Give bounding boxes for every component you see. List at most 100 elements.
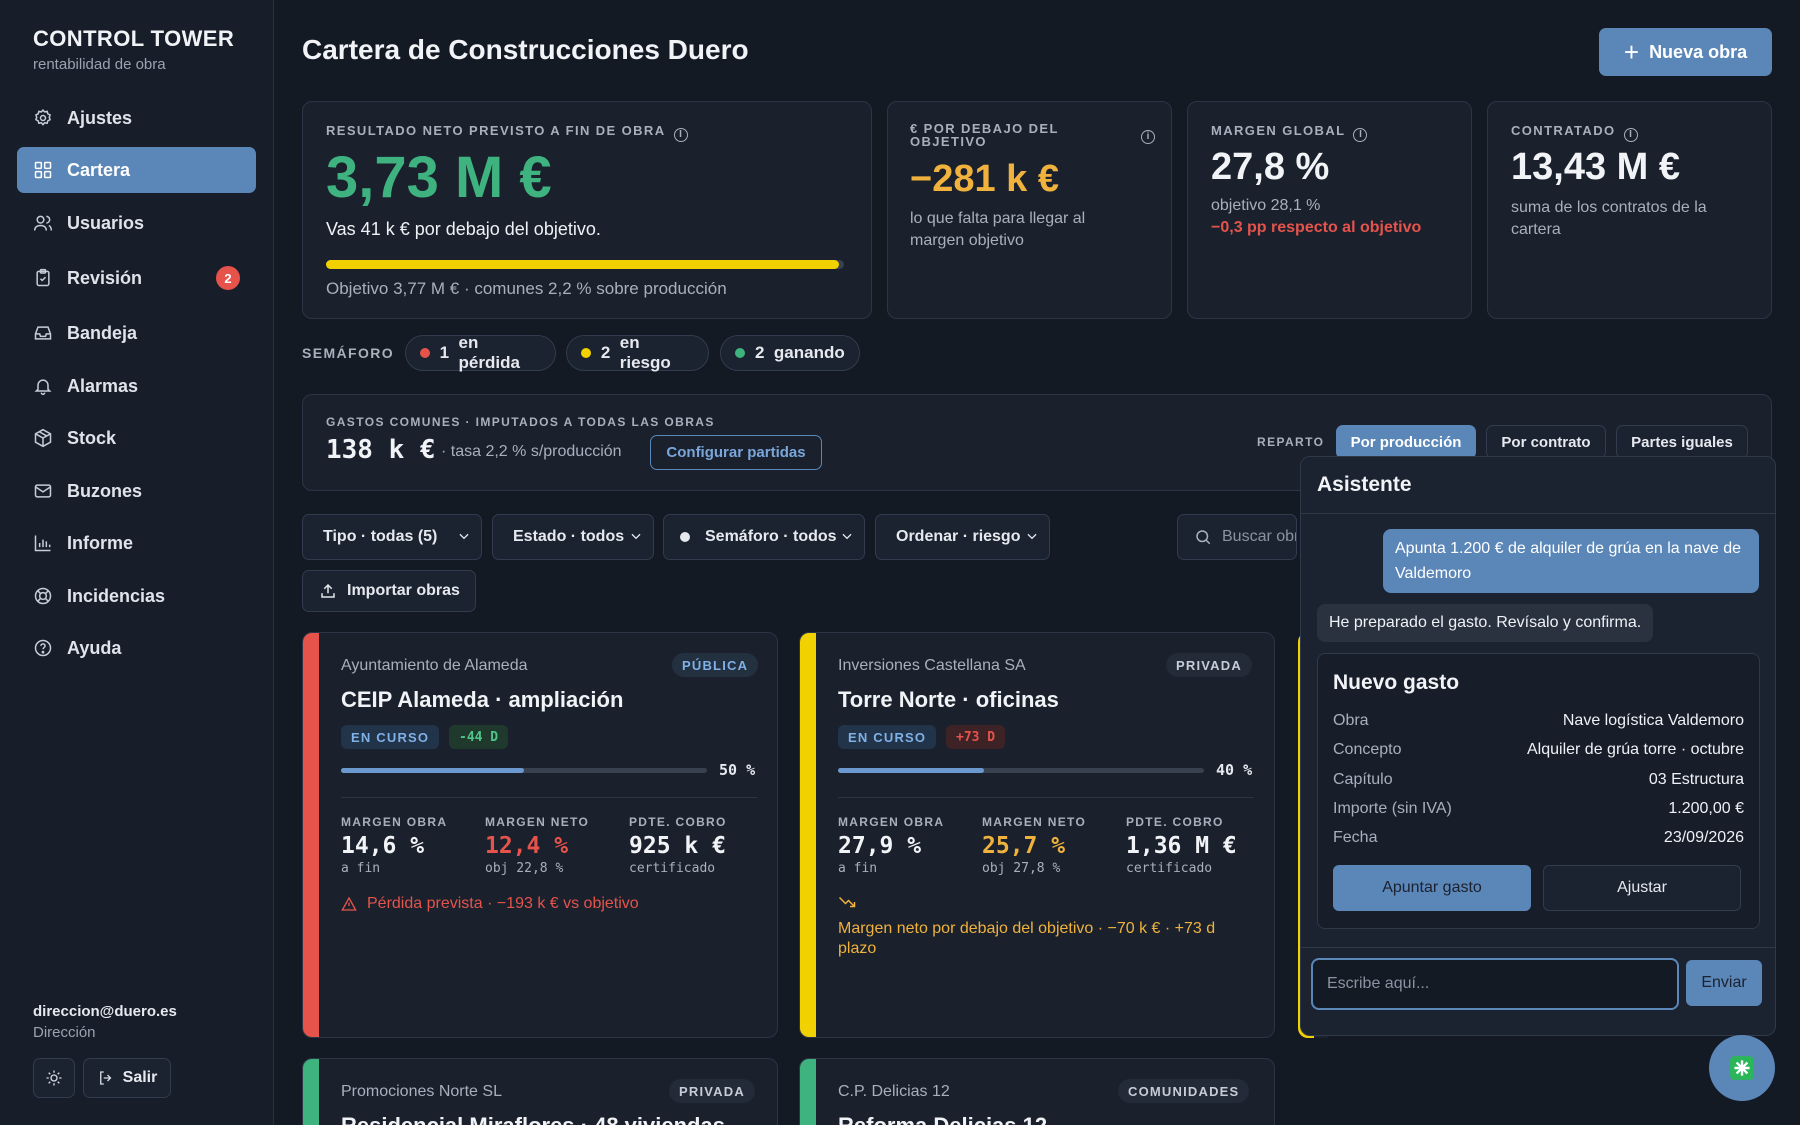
configurar-partidas-button[interactable]: Configurar partidas — [650, 435, 822, 470]
kpi-resultado-footer: Objetivo 3,77 M € · comunes 2,2 % sobre … — [326, 279, 727, 298]
chevron-down-icon — [842, 533, 852, 540]
search-input[interactable]: Buscar obra — [1177, 514, 1297, 560]
obra-alert-text: Margen neto por debajo del objetivo · −7… — [838, 920, 1216, 937]
sidebar-item-revision[interactable]: Revisión 2 — [17, 255, 256, 301]
user-message: Apunta 1.200 € de alquiler de grúa en la… — [1383, 529, 1759, 593]
risk-stripe — [303, 1059, 319, 1125]
chevron-down-icon — [459, 533, 469, 540]
sidebar-item-stock[interactable]: Stock — [17, 415, 256, 461]
assistant-title: Asistente — [1301, 457, 1775, 514]
reparto-option-contrato[interactable]: Por contrato — [1486, 425, 1606, 459]
new-obra-button[interactable]: + Nueva obra — [1599, 28, 1772, 76]
obra-alert: Pérdida prevista · −193 k € vs objetivo — [341, 895, 639, 913]
sidebar-item-incidencias[interactable]: Incidencias — [17, 573, 256, 619]
sidebar-item-buzones[interactable]: Buzones — [17, 468, 256, 514]
obra-card[interactable]: C.P. Delicias 12 COMUNIDADES Reforma Del… — [799, 1058, 1275, 1125]
kpi-resultado-value: 3,73 M € — [326, 145, 552, 210]
filter-estado-value: Estado · todos — [513, 528, 625, 545]
kpi-debajo-label: € POR DEBAJO DEL OBJETIVO — [910, 121, 1059, 149]
form-row-fecha: Fecha 23/09/2026 — [1333, 829, 1744, 847]
assistant-fab-button[interactable] — [1709, 1035, 1775, 1101]
lifebuoy-icon — [34, 587, 52, 605]
obra-tag: PRIVADA — [669, 1079, 755, 1103]
kpi-resultado-card: RESULTADO NETO PREVISTO A FIN DE OBRA i 3… — [302, 101, 872, 319]
kpi-debajo-value: −281 k € — [910, 158, 1059, 200]
obra-tag: COMUNIDADES — [1118, 1079, 1250, 1103]
metric-label: MARGEN NETO — [982, 815, 1087, 829]
upload-icon — [321, 583, 335, 598]
filter-tipo[interactable]: Tipo · todas (5) — [302, 514, 482, 560]
kpi-contratado-value: 13,43 M € — [1511, 146, 1680, 188]
metric-value: 12,4 % — [485, 833, 569, 859]
kpi-debajo-text: lo que falta para llegar al margen objeti… — [910, 210, 1086, 249]
kpi-margen-card: MARGEN GLOBAL i 27,8 % objetivo 28,1 % −0… — [1187, 101, 1472, 319]
sidebar-item-label: Alarmas — [67, 375, 139, 396]
sidebar-item-usuarios[interactable]: Usuarios — [17, 200, 256, 246]
form-row-concepto: Concepto Alquiler de grúa torre · octubre — [1333, 741, 1744, 759]
kpi-margen-objetivo: objetivo 28,1 % — [1211, 197, 1321, 214]
new-obra-label: Nueva obra — [1649, 41, 1748, 62]
sidebar-item-bandeja[interactable]: Bandeja — [17, 310, 256, 356]
sidebar-item-cartera[interactable]: Cartera — [17, 147, 256, 193]
filter-ordenar[interactable]: Ordenar · riesgo — [875, 514, 1050, 560]
obra-title: CEIP Alameda · ampliación — [341, 687, 624, 712]
sidebar-item-informe[interactable]: Informe — [17, 520, 256, 566]
user-role: Dirección — [33, 1024, 96, 1041]
chip-count: 1 — [439, 343, 450, 362]
obra-progress-fill — [838, 768, 985, 773]
filter-estado[interactable]: Estado · todos — [492, 514, 654, 560]
info-icon[interactable]: i — [1141, 130, 1155, 144]
kpi-contratado-label: CONTRATADO i — [1511, 123, 1638, 142]
send-button[interactable]: Enviar — [1686, 960, 1762, 1006]
metric-sub: certificado — [629, 861, 716, 876]
logout-button[interactable]: Salir — [83, 1058, 171, 1098]
info-icon[interactable]: i — [1623, 128, 1638, 142]
semaforo-chip-ganando[interactable]: 2 ganando — [720, 335, 860, 371]
obra-card[interactable]: Promociones Norte SL PRIVADA Residencial… — [302, 1058, 778, 1125]
sidebar-item-label: Revisión — [67, 267, 143, 288]
assistant-icon — [1730, 1056, 1754, 1080]
obra-alert: Margen neto por debajo del objetivo · −7… — [838, 919, 1248, 959]
sidebar: CONTROL TOWER rentabilidad de obra Ajust… — [0, 0, 274, 1125]
risk-stripe — [800, 1059, 816, 1125]
kpi-contratado-card: CONTRATADO i 13,43 M € suma de los contra… — [1487, 101, 1772, 319]
metric-label: MARGEN OBRA — [838, 815, 945, 829]
plus-icon: + — [1623, 37, 1640, 67]
obra-title: Reforma Delicias 12 — [838, 1113, 1047, 1125]
sidebar-item-ayuda[interactable]: Ayuda — [17, 625, 256, 671]
obra-client: Ayuntamiento de Alameda — [341, 657, 528, 674]
semaforo-chip-riesgo[interactable]: 2 en riesgo — [566, 333, 709, 372]
ajustar-button[interactable]: Ajustar — [1543, 865, 1741, 911]
theme-toggle-button[interactable] — [33, 1058, 75, 1098]
bot-message: He preparado el gasto. Revísalo y confir… — [1317, 604, 1654, 642]
info-icon[interactable]: i — [673, 128, 688, 142]
divider — [341, 797, 757, 798]
info-icon[interactable]: i — [1353, 128, 1368, 142]
metric-sub: a fin — [341, 861, 381, 876]
clipboard-icon — [36, 268, 50, 287]
obra-card[interactable]: Inversiones Castellana SA PRIVADA Torre … — [799, 632, 1275, 1038]
sidebar-item-ajustes[interactable]: Ajustes — [17, 95, 256, 141]
form-value: 23/09/2026 — [1663, 829, 1744, 846]
obra-client: Inversiones Castellana SA — [838, 657, 1026, 674]
logout-label: Salir — [122, 1069, 158, 1086]
reparto-option-produccion[interactable]: Por producción — [1336, 425, 1476, 459]
metric-value: 1,36 M € — [1126, 833, 1237, 859]
reparto-option-iguales[interactable]: Partes iguales — [1616, 425, 1748, 459]
metric-label: PDTE. COBRO — [1126, 815, 1224, 829]
kpi-resultado-progress — [326, 260, 844, 269]
chip-text: en pérdida — [458, 333, 520, 372]
status-dot-yellow — [581, 348, 591, 358]
chat-input[interactable]: Escribe aquí... — [1311, 958, 1679, 1010]
status-badge: EN CURSO — [838, 725, 937, 749]
filter-semaforo[interactable]: Semáforo · todos — [663, 514, 865, 560]
chevron-down-icon — [631, 533, 641, 540]
sidebar-item-alarmas[interactable]: Alarmas — [17, 363, 256, 409]
status-dot-red — [420, 348, 430, 358]
help-icon — [34, 639, 52, 657]
obra-card[interactable]: Ayuntamiento de Alameda PÚBLICA CEIP Ala… — [302, 632, 778, 1038]
metric-label: MARGEN NETO — [485, 815, 590, 829]
import-obras-button[interactable]: Importar obras — [302, 570, 476, 612]
apuntar-gasto-button[interactable]: Apuntar gasto — [1333, 865, 1531, 911]
semaforo-chip-perdida[interactable]: 1 en pérdida — [405, 333, 556, 372]
